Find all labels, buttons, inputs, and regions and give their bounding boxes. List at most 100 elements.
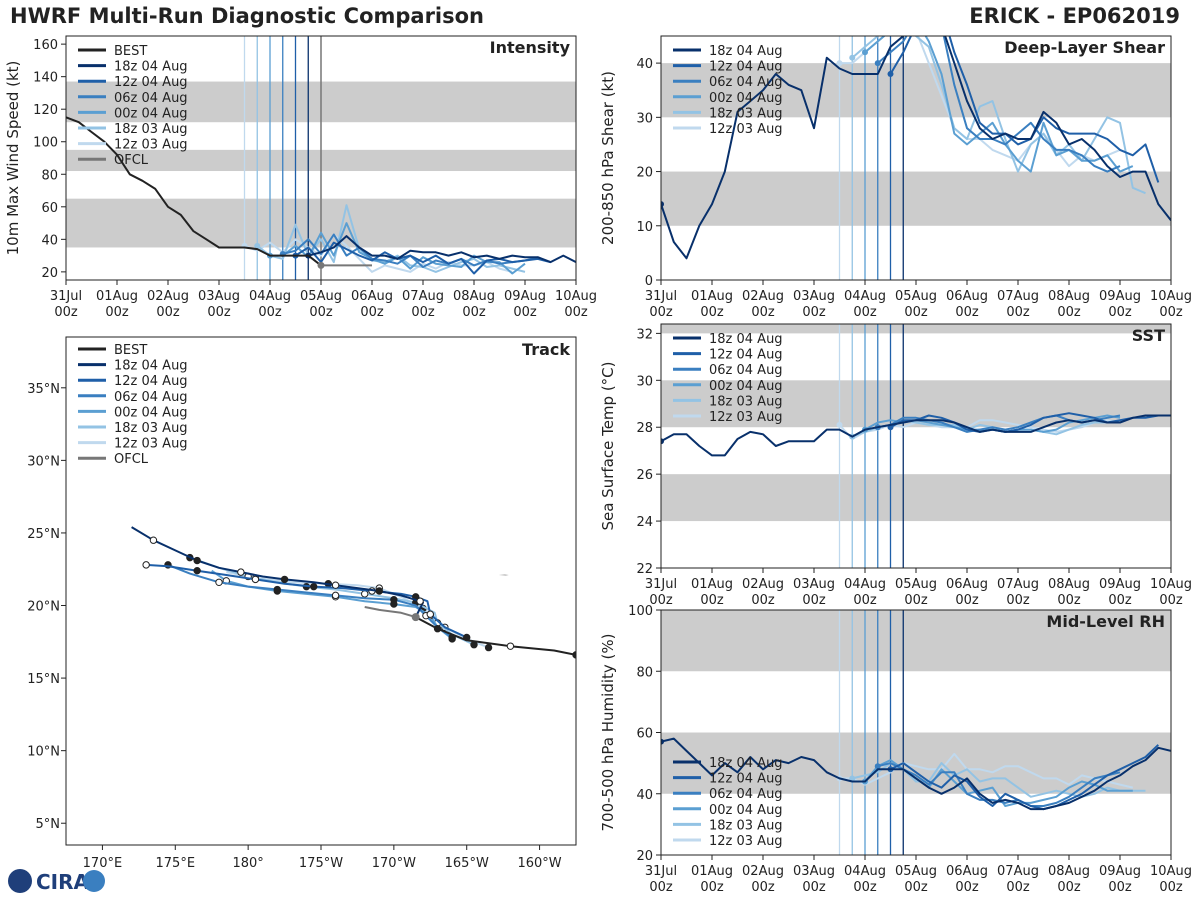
rh-xtick-label: 03Aug [793,864,835,879]
track-series-best [415,616,576,656]
rh-band [661,610,1171,672]
rh-series-12z-03-aug [839,752,1134,789]
track-point [331,581,340,589]
sst-xtick-label: 01Aug [691,577,733,592]
shear-legend-label: 00z 04 Aug [709,91,783,106]
intensity-xtick-label: 00z [105,305,129,320]
shear-legend-label: 06z 04 Aug [709,75,783,90]
sst-xtick-label: 06Aug [946,577,988,592]
sst-ytick-label: 30 [636,374,653,389]
rh-xtick-label: 00z [1108,880,1132,895]
track-ofcl-point [411,613,420,622]
sst-legend-label: 00z 04 Aug [709,379,783,394]
shear-ytick-label: 0 [645,274,653,289]
rh-plot-area [661,610,1171,855]
shear-xtick-label: 03Aug [793,289,835,304]
sst-xtick-label: 03Aug [793,577,835,592]
intensity-xtick-label: 00z [54,305,78,320]
shear-legend-label: 12z 03 Aug [709,122,783,137]
track-point [390,596,398,604]
shear-init-point [836,60,843,67]
track-legend-label: 12z 03 Aug [114,437,188,452]
page-title: HWRF Multi-Run Diagnostic Comparison [10,4,485,28]
intensity-series-best [66,116,322,267]
intensity-legend-label: BEST [114,44,147,59]
intensity-xtick-label: 00z [513,305,537,320]
track-legend-label: 00z 04 Aug [114,405,188,420]
sst-xtick-label: 05Aug [895,577,937,592]
rh-xtick-label: 05Aug [895,864,937,879]
sst-ytick-label: 32 [636,327,653,342]
track-ytick-label: 20°N [27,600,60,615]
sst-legend-label: 18z 04 Aug [709,332,783,347]
intensity-xtick-label: 00z [411,305,435,320]
shear-legend-label: 12z 04 Aug [709,60,783,75]
sst-xtick-label: 00z [904,593,928,608]
rh-xtick-label: 06Aug [946,864,988,879]
shear-xtick-label: 00z [649,305,673,320]
track-xtick-label: 170°E [83,856,123,871]
intensity-series-18z-04-aug [308,235,576,264]
track-point [193,566,201,575]
shear-xtick-label: 31Jul [645,289,677,304]
shear-init-point [887,70,894,77]
intensity-xtick-label: 00z [207,305,231,320]
intensity-ytick-label: 80 [41,168,58,183]
sst-title: SST [1132,326,1165,345]
shear-xtick-label: 00z [1006,305,1030,320]
sst-xtick-label: 00z [751,593,775,608]
shear-title: Deep-Layer Shear [1004,38,1165,57]
sst-xtick-label: 00z [1159,593,1183,608]
sst-xtick-label: 04Aug [844,577,886,592]
track-point [331,591,340,600]
logo-swirl-icon [83,870,105,892]
rh-ytick-label: 100 [628,604,653,619]
shear-init-point [849,54,856,61]
track-plot-area [131,526,576,659]
shear-init-point [862,49,868,56]
sst-legend-label: 12z 04 Aug [709,348,783,363]
sst-xtick-label: 10Aug [1150,577,1192,592]
track-point [142,561,150,569]
intensity-xtick-label: 00z [156,305,180,320]
logo-globe-icon [8,869,32,893]
rh-init-point [874,763,881,770]
intensity-xtick-label: 06Aug [351,289,393,304]
sst-series-18z-03-aug [851,419,1120,438]
intensity-xtick-label: 03Aug [198,289,240,304]
track-point [484,643,493,652]
intensity-legend-label: 06z 04 Aug [114,91,188,106]
rh-init-point [661,738,664,745]
track-point [149,536,158,544]
shear-xtick-label: 00z [955,305,979,320]
shear-series-12z-04-aug [889,36,1160,183]
sst-xtick-label: 00z [1108,593,1132,608]
rh-xtick-label: 10Aug [1150,864,1192,879]
shear-xtick-label: 05Aug [895,289,937,304]
sst-plot-area [661,324,1171,568]
rh-series-12z-04-aug [890,744,1159,811]
intensity-legend-label: 12z 04 Aug [114,75,188,90]
track-series-18z-04-aug [131,526,424,618]
shear-series-06z-04-aug [877,36,1121,173]
rh-xtick-label: 00z [1159,880,1183,895]
rh-xtick-label: 00z [751,880,775,895]
shear-ylabel: 200-850 hPa Shear (kt) [599,71,617,245]
rh-legend-label: 18z 03 Aug [709,818,783,833]
track-ytick-label: 25°N [27,527,60,542]
sst-xtick-label: 00z [955,593,979,608]
rh-xtick-label: 07Aug [997,864,1039,879]
intensity-xtick-label: 09Aug [504,289,546,304]
intensity-legend-label: 12z 03 Aug [114,138,188,153]
track-point [280,575,289,584]
rh-xtick-label: 00z [700,880,724,895]
intensity-ytick-label: 60 [41,201,58,216]
intensity-xtick-label: 04Aug [249,289,291,304]
rh-xtick-label: 00z [853,880,877,895]
intensity-xtick-label: 31Jul [50,289,82,304]
rh-xtick-label: 00z [955,880,979,895]
track-point [433,625,442,633]
track-point [361,590,369,598]
shear-init-point [874,60,881,67]
sst-xtick-label: 00z [1006,593,1030,608]
